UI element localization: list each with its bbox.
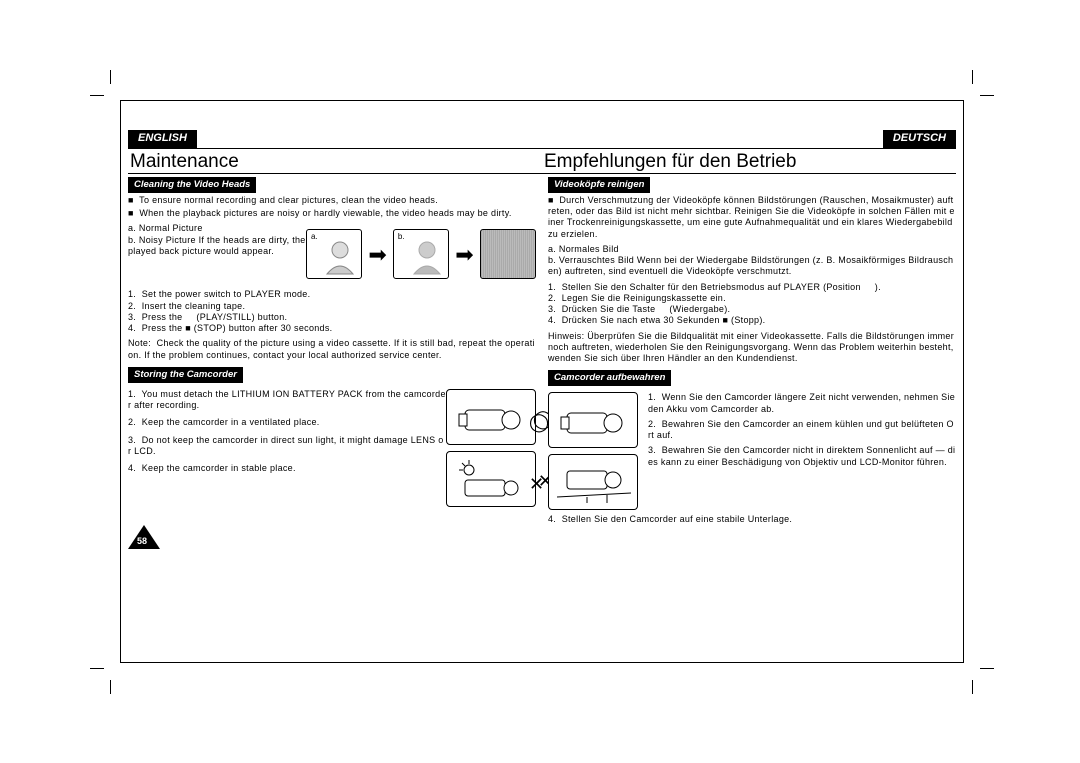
storage-figures: ◯ ✕ [446, 389, 536, 507]
store-3-r: 3. Bewahren Sie den Camcorder nicht in d… [648, 445, 956, 468]
arrow-icon: ➡ [455, 241, 473, 269]
girl-noisy-icon [404, 238, 449, 276]
store-2: 2. Keep the camcorder in a ventilated pl… [128, 417, 446, 428]
diagram-normal: a. [306, 229, 362, 279]
store-4-r: 4. Stellen Sie den Camcorder auf eine st… [548, 514, 956, 525]
subhead-cleaning: Cleaning the Video Heads [128, 177, 256, 193]
title-left: Maintenance [128, 149, 542, 173]
step-3-r: 3. Drücken Sie die Taste (Wiedergabe). [548, 304, 956, 315]
title-bar: Maintenance Empfehlungen für den Betrieb [128, 148, 956, 174]
diagram-static [480, 229, 536, 279]
store-3: 3. Do not keep the camcorder in direct s… [128, 435, 446, 458]
camcorder-sun-icon [455, 460, 529, 500]
step-2-r: 2. Legen Sie die Reinigungskassette ein. [548, 293, 956, 304]
step-3: 3. Press the (PLAY/STILL) button. [128, 312, 536, 323]
para-noisy: ■ When the playback pictures are noisy o… [128, 208, 536, 219]
step-2: 2. Insert the cleaning tape. [128, 301, 536, 312]
store-2-r: 2. Bewahren Sie den Camcorder an einem k… [648, 419, 956, 442]
page-number: 58 [137, 536, 147, 547]
step-4: 4. Press the ■ (STOP) button after 30 se… [128, 323, 536, 334]
column-english: Cleaning the Video Heads ■ To ensure nor… [128, 174, 542, 526]
para-ensure: ■ To ensure normal recording and clear p… [128, 195, 536, 206]
para-verschmutzung: ■ Durch Verschmutzung der Videoköpfe kön… [548, 195, 956, 240]
tab-english: ENGLISH [128, 130, 197, 148]
subhead-storing: Storing the Camcorder [128, 367, 243, 383]
page-content: ENGLISH DEUTSCH Maintenance Empfehlungen… [128, 130, 956, 654]
subhead-videokoepfe: Videoköpfe reinigen [548, 177, 650, 193]
circle-ok-icon: ◯ [529, 411, 549, 434]
cleaning-diagram: a. ➡ b. ➡ [306, 223, 536, 285]
camcorder-icon [455, 398, 529, 438]
fig-cam-ok-1: ◯ [446, 389, 536, 445]
note-left: Note: Check the quality of the picture u… [128, 338, 536, 361]
storage-figures-r: ◯ ✕ [548, 392, 638, 510]
store-4: 4. Keep the camcorder in stable place. [128, 463, 446, 474]
list-noisy-r: b. Verrauschtes Bild Wenn bei der Wieder… [548, 255, 956, 278]
store-1-r: 1. Wenn Sie den Camcorder längere Zeit n… [648, 392, 956, 415]
camcorder-icon [557, 401, 631, 441]
fig-cam-bad-1: ✕ [446, 451, 536, 507]
note-right: Hinweis: Überprüfen Sie die Bildqualität… [548, 331, 956, 365]
diagram-dither: b. [393, 229, 449, 279]
tab-deutsch: DEUTSCH [883, 130, 956, 148]
step-1-r: 1. Stellen Sie den Schalter für den Betr… [548, 282, 956, 293]
language-tabs: ENGLISH DEUTSCH [128, 130, 956, 148]
step-1: 1. Set the power switch to PLAYER mode. [128, 289, 536, 300]
girl-icon [317, 238, 362, 276]
camcorder-unstable-icon [557, 463, 631, 503]
list-normal-r: a. Normales Bild [548, 244, 956, 255]
step-4-r: 4. Drücken Sie nach etwa 30 Sekunden ■ (… [548, 315, 956, 326]
fig-cam-bad-2: ✕ [548, 454, 638, 510]
subhead-aufbewahren: Camcorder aufbewahren [548, 370, 671, 386]
arrow-icon: ➡ [368, 241, 386, 269]
title-right: Empfehlungen für den Betrieb [542, 149, 956, 173]
store-1: 1. You must detach the LITHIUM ION BATTE… [128, 389, 446, 412]
column-deutsch: Videoköpfe reinigen ■ Durch Verschmutzun… [542, 174, 956, 526]
fig-cam-ok-2: ◯ [548, 392, 638, 448]
x-bad-icon: ✕ [529, 473, 544, 496]
